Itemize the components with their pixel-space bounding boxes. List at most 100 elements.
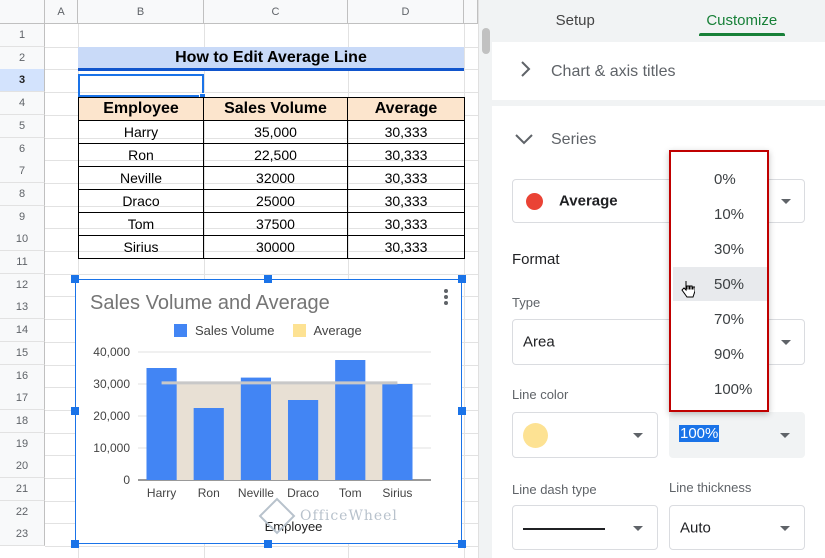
row-header-1[interactable]: 1 [0, 24, 45, 47]
chart-menu-icon[interactable] [443, 288, 449, 308]
select-all-corner[interactable] [0, 0, 45, 24]
bar-neville [240, 377, 272, 480]
chart-resize-handle[interactable] [71, 407, 79, 415]
tab-setup[interactable]: Setup [555, 11, 595, 29]
chart-resize-handle[interactable] [264, 540, 272, 548]
row-header-22[interactable]: 22 [0, 500, 45, 524]
row-header-8[interactable]: 8 [0, 182, 45, 206]
table-cell[interactable]: 30,333 [347, 166, 465, 190]
table-cell[interactable]: Ron [78, 143, 204, 167]
table-cell[interactable]: Neville [78, 166, 204, 190]
row-header-4[interactable]: 4 [0, 92, 45, 116]
row-header-2[interactable]: 2 [0, 46, 45, 70]
chart-plot-area: 0 10,000 20,000 30,000 40,000 Harry Ron Neville… [93, 345, 431, 534]
column-header-c[interactable]: C [204, 0, 348, 24]
column-header-e[interactable] [464, 0, 478, 24]
table-cell[interactable]: 35,000 [203, 120, 348, 144]
row-header-17[interactable]: 17 [0, 387, 45, 411]
row-header-5[interactable]: 5 [0, 114, 45, 138]
tab-customize[interactable]: Customize [659, 0, 825, 40]
gridline [45, 92, 478, 94]
row-header-23[interactable]: 23 [0, 523, 45, 547]
hand-cursor-icon [681, 280, 696, 303]
chart-resize-handle[interactable] [264, 275, 272, 283]
column-header-a[interactable]: A [45, 0, 78, 24]
x-axis-title: Employee [265, 519, 323, 534]
table-header[interactable]: Sales Volume [203, 97, 348, 121]
table-cell[interactable]: Harry [78, 120, 204, 144]
table-cell[interactable]: 25000 [203, 189, 348, 213]
spreadsheet-grid[interactable]: A B C D 1 2 3 4 5 6 7 8 9 10 11 12 13 14 15 16 17 18 19 20 2… [0, 0, 478, 558]
row-header-12[interactable]: 12 [0, 273, 45, 297]
chart-title[interactable]: Sales Volume and Average [90, 292, 330, 314]
row-header-15[interactable]: 15 [0, 341, 45, 365]
opacity-option-90[interactable]: 90% [714, 345, 745, 363]
sheet-title[interactable]: How to Edit Average Line [78, 47, 464, 71]
series-title[interactable]: Series [551, 131, 597, 148]
opacity-option-10[interactable]: 10% [714, 205, 745, 223]
table-header[interactable]: Employee [78, 97, 204, 121]
selected-cell[interactable] [78, 74, 204, 97]
row-header-20[interactable]: 20 [0, 455, 45, 479]
chart-resize-handle[interactable] [458, 540, 466, 548]
table-cell[interactable]: 22,500 [203, 143, 348, 167]
chart-resize-handle[interactable] [71, 540, 79, 548]
table-cell[interactable]: 30000 [203, 235, 348, 259]
chevron-down-icon[interactable] [514, 132, 534, 150]
watermark: OfficeWheel [258, 497, 398, 535]
chevron-right-icon[interactable] [519, 60, 531, 83]
opacity-selected-value[interactable]: 100% [679, 425, 720, 442]
table-row: Draco 25000 30,333 [78, 189, 465, 213]
row-header-18[interactable]: 18 [0, 409, 45, 433]
legend-label: Average [313, 323, 362, 338]
line-dash-select[interactable] [512, 505, 658, 550]
chart-resize-handle[interactable] [458, 407, 466, 415]
table-cell[interactable]: 30,333 [347, 189, 465, 213]
table-cell[interactable]: 32000 [203, 166, 348, 190]
line-thickness-select[interactable]: Auto [669, 505, 805, 550]
chart-editor-panel: Setup Customize Chart & axis titles Seri… [492, 0, 825, 558]
row-header-10[interactable]: 10 [0, 228, 45, 252]
opacity-option-0[interactable]: 0% [714, 170, 736, 188]
column-header-b[interactable]: B [78, 0, 204, 24]
row-header-13[interactable]: 13 [0, 296, 45, 320]
table-cell[interactable]: 30,333 [347, 120, 465, 144]
opacity-option-30[interactable]: 30% [714, 240, 745, 258]
table-cell[interactable]: 30,333 [347, 212, 465, 236]
format-title: Format [512, 251, 560, 268]
column-header-d[interactable]: D [348, 0, 464, 24]
y-tick-label: 20,000 [93, 409, 130, 423]
vertical-scrollbar[interactable] [478, 0, 492, 558]
row-header-3[interactable]: 3 [0, 69, 45, 93]
row-header-19[interactable]: 19 [0, 432, 45, 456]
row-header-16[interactable]: 16 [0, 364, 45, 388]
row-header-21[interactable]: 21 [0, 478, 45, 501]
row-header-11[interactable]: 11 [0, 251, 45, 274]
table-header[interactable]: Average [347, 97, 465, 121]
row-header-6[interactable]: 6 [0, 137, 45, 161]
chart-resize-handle[interactable] [458, 275, 466, 283]
gridline [45, 546, 478, 548]
table-row: Harry 35,000 30,333 [78, 120, 465, 144]
opacity-option-70[interactable]: 70% [714, 310, 745, 328]
table-cell[interactable]: 30,333 [347, 143, 465, 167]
table-cell[interactable]: Draco [78, 189, 204, 213]
series-color-dot [526, 193, 543, 210]
table-cell[interactable]: 30,333 [347, 235, 465, 259]
chart-resize-handle[interactable] [71, 275, 79, 283]
opacity-option-100[interactable]: 100% [714, 380, 753, 398]
row-header-14[interactable]: 14 [0, 319, 45, 343]
scrollbar-thumb[interactable] [482, 28, 490, 54]
x-tick-label: Harry [147, 486, 176, 500]
dropdown-caret-icon [633, 526, 643, 531]
table-cell[interactable]: Tom [78, 212, 204, 236]
row-header-7[interactable]: 7 [0, 160, 45, 184]
row-header-9[interactable]: 9 [0, 205, 45, 229]
table-cell[interactable]: 37500 [203, 212, 348, 236]
y-tick-label: 40,000 [93, 345, 130, 359]
chart-axis-titles-label[interactable]: Chart & axis titles [551, 63, 676, 80]
table-cell[interactable]: Sirius [78, 235, 204, 259]
chart-axis-titles-section[interactable]: Chart & axis titles [492, 42, 825, 100]
dropdown-caret-icon [780, 433, 790, 438]
line-color-select[interactable] [512, 412, 658, 458]
